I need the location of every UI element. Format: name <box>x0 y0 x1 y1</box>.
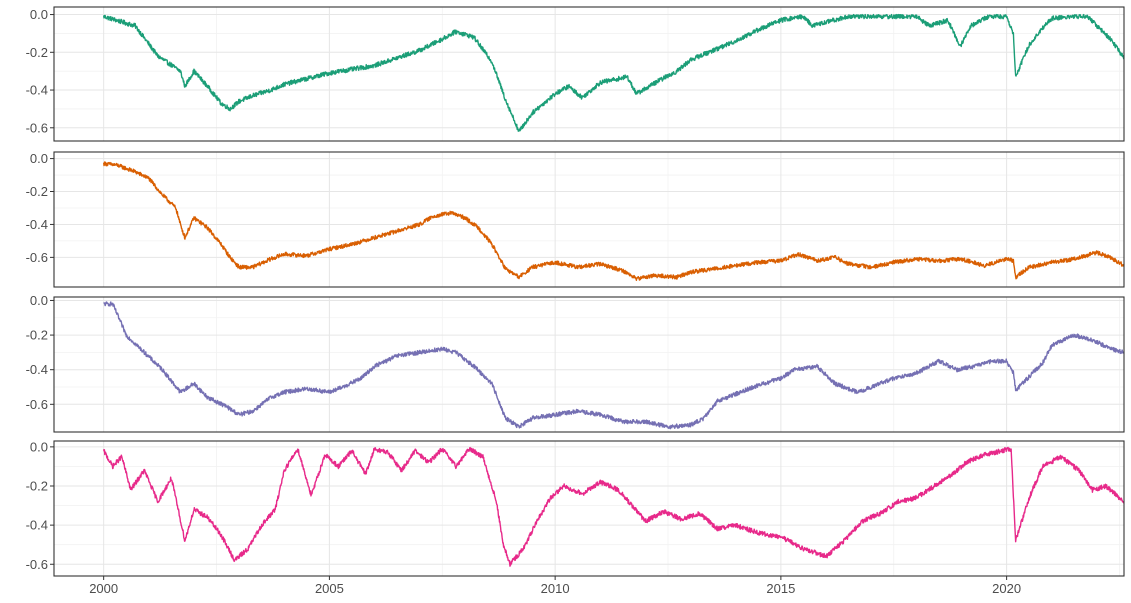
y-tick-label: 0.0 <box>30 439 48 454</box>
series-line-2 <box>102 161 1124 281</box>
x-tick-label: 2015 <box>766 581 795 596</box>
y-tick-label: -0.4 <box>26 83 48 98</box>
y-tick-label: -0.2 <box>26 184 48 199</box>
y-tick-label: -0.6 <box>26 120 48 135</box>
panel-4: 0.0 -0.2 -0.4 -0.6 <box>26 439 1125 577</box>
series-line-3 <box>103 301 1124 430</box>
panel-border <box>53 440 1125 577</box>
y-tick-label: -0.2 <box>26 45 48 60</box>
y-tick-label: -0.6 <box>26 250 48 265</box>
x-axis: 2000 2005 2010 2015 2020 <box>89 576 1021 596</box>
y-tick-label: 0.0 <box>30 293 48 308</box>
panel-border <box>53 296 1125 433</box>
series-line-4 <box>102 446 1124 567</box>
y-tick-label: -0.6 <box>26 397 48 412</box>
x-tick-label: 2020 <box>992 581 1021 596</box>
panel-background <box>54 441 1124 576</box>
y-tick-label: -0.4 <box>26 362 48 377</box>
y-tick-label: -0.6 <box>26 557 48 572</box>
y-tick-label: 0.0 <box>30 7 48 22</box>
panel-3: 0.0 -0.2 -0.4 -0.6 <box>26 293 1125 433</box>
x-tick-label: 2000 <box>89 581 118 596</box>
y-tick-label: -0.2 <box>26 479 48 494</box>
panel-2: 0.0 -0.2 -0.4 -0.6 <box>26 151 1125 288</box>
panel-1: 0.0 -0.2 -0.4 -0.6 <box>26 6 1125 142</box>
series-line-1 <box>102 13 1124 132</box>
x-tick-label: 2005 <box>315 581 344 596</box>
y-tick-label: -0.4 <box>26 518 48 533</box>
y-tick-label: -0.4 <box>26 217 48 232</box>
panel-background <box>54 297 1124 432</box>
y-tick-label: 0.0 <box>30 151 48 166</box>
panel-border <box>53 6 1125 142</box>
y-tick-label: -0.2 <box>26 328 48 343</box>
x-tick-label: 2010 <box>541 581 570 596</box>
panel-border <box>53 151 1125 288</box>
panel-background <box>54 7 1124 141</box>
